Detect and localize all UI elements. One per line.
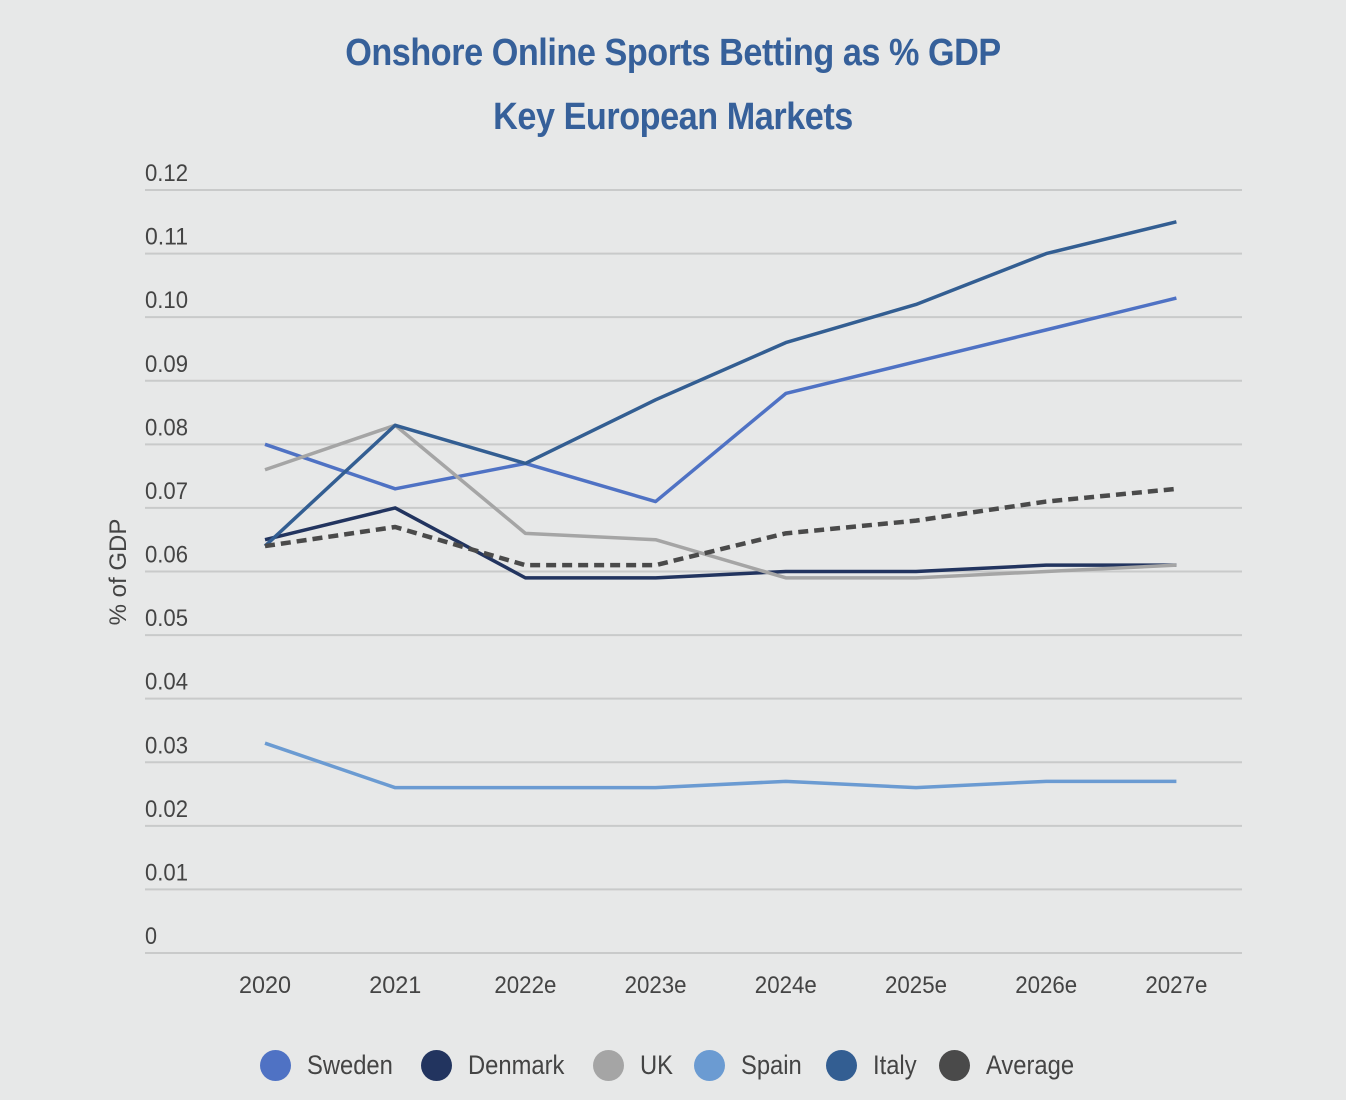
legend-marker-icon <box>593 1050 625 1081</box>
legend-marker-icon <box>826 1050 858 1081</box>
series-line-denmark <box>264 506 1177 580</box>
series-line-spain <box>264 741 1177 790</box>
legend-item-uk: UK <box>593 1050 678 1081</box>
x-tick-label: 2027e <box>1145 972 1207 999</box>
series-line-average <box>264 486 1177 568</box>
y-tick-label: 0.03 <box>145 732 188 759</box>
legend-item-denmark: Denmark <box>420 1050 578 1081</box>
y-tick-label: 0.07 <box>145 478 188 505</box>
x-tick-label: 2020 <box>239 972 291 999</box>
series-line-italy <box>263 220 1177 548</box>
legend-marker-icon <box>420 1050 452 1081</box>
y-tick-label: 0.01 <box>145 859 188 886</box>
y-tick-label: 0.08 <box>145 414 188 441</box>
legend-label: Spain <box>740 1050 802 1080</box>
y-tick-label: 0.06 <box>145 542 188 569</box>
legend-item-spain: Spain <box>693 1050 810 1081</box>
x-tick-label: 2025e <box>885 972 947 999</box>
x-tick-label: 2024e <box>755 972 817 999</box>
y-axis-ticks: 0 0.01 0.02 0.03 0.04 0.05 0.06 0.07 0.08 0.09 0.1… <box>145 160 188 950</box>
y-tick-label: 0.05 <box>145 605 188 632</box>
x-tick-label: 2023e <box>625 972 687 999</box>
x-tick-label: 2026e <box>1015 972 1077 999</box>
y-tick-label: 0.09 <box>145 351 188 378</box>
y-tick-label: 0.04 <box>145 669 188 696</box>
legend-marker-icon <box>693 1050 725 1081</box>
chart-subtitle: Key European Markets <box>493 96 853 138</box>
legend-label: Sweden <box>307 1050 394 1080</box>
y-tick-label: 0.12 <box>145 160 188 187</box>
legend-label: UK <box>640 1050 674 1080</box>
legend-marker-icon <box>938 1050 970 1081</box>
legend-label: Average <box>985 1050 1074 1080</box>
legend-label: Italy <box>873 1050 917 1080</box>
chart-title: Onshore Online Sports Betting as % GDP <box>345 32 1001 74</box>
legend-item-average: Average <box>938 1050 1086 1081</box>
x-tick-label: 2021 <box>369 972 421 999</box>
x-tick-label: 2022e <box>494 972 556 999</box>
y-tick-label: 0.11 <box>145 224 188 251</box>
y-tick-label: 0.02 <box>145 796 188 823</box>
y-tick-label: 0 <box>145 923 157 950</box>
series-line-sweden <box>264 296 1177 504</box>
legend-item-italy: Italy <box>826 1050 923 1081</box>
y-axis-label: % of GDP <box>105 519 132 626</box>
series-line-uk <box>264 423 1177 580</box>
x-axis-ticks: 2020 2021 2022e 2023e 2024e 2025e 2026e 2027e <box>239 972 1207 999</box>
legend: Sweden Denmark UK Spain Italy Average <box>0 1050 1346 1081</box>
series-lines <box>263 220 1177 790</box>
legend-marker-icon <box>260 1050 292 1081</box>
legend-item-sweden: Sweden <box>260 1050 405 1081</box>
line-chart: 0 0.01 0.02 0.03 0.04 0.05 0.06 0.07 0.08 0.09 0.1… <box>105 160 1242 999</box>
y-tick-label: 0.10 <box>145 287 188 314</box>
legend-label: Denmark <box>467 1050 565 1080</box>
